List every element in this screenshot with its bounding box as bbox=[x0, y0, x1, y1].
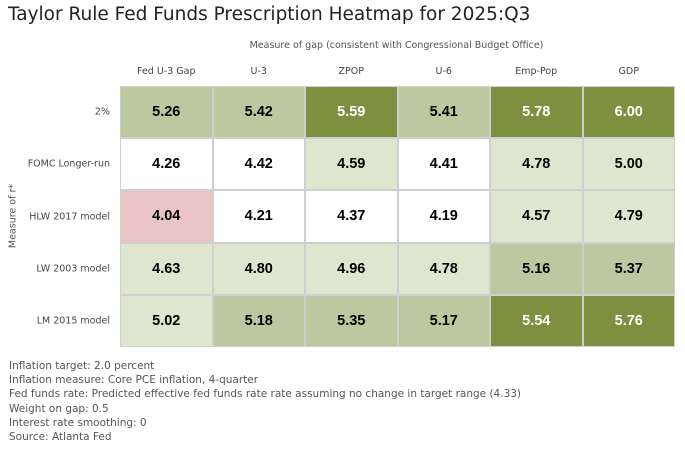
heatmap-cell-hlw-2017-model-u-3: 4.21 bbox=[212, 190, 305, 243]
heatmap-cell-lw-2003-model-zpop: 4.96 bbox=[305, 242, 398, 295]
heatmap-cell-fomc-longer-run-u-3: 4.42 bbox=[212, 138, 305, 191]
column-header-u-6: U-6 bbox=[435, 66, 452, 77]
heatmap-cell-fomc-longer-run-zpop: 4.59 bbox=[305, 138, 398, 191]
heatmap-cell-lw-2003-model-gdp: 5.37 bbox=[582, 242, 675, 295]
heatmap-cell-fomc-longer-run-u-6: 4.41 bbox=[397, 138, 490, 191]
heatmap-cell-lw-2003-model-emp-pop: 5.16 bbox=[490, 242, 583, 295]
heatmap-cell-lm-2015-model-fed-u-3-gap: 5.02 bbox=[120, 294, 213, 347]
column-header-u-3: U-3 bbox=[250, 66, 267, 77]
heatmap-cell-lm-2015-model-u-3: 5.18 bbox=[212, 294, 305, 347]
x-axis-title: Measure of gap (consistent with Congress… bbox=[249, 40, 544, 51]
heatmap-cell-fomc-longer-run-gdp: 5.00 bbox=[582, 138, 675, 191]
heatmap-cell-hlw-2017-model-zpop: 4.37 bbox=[305, 190, 398, 243]
heatmap-cell-2-fed-u-3-gap: 5.26 bbox=[120, 86, 213, 139]
heatmap-cell-hlw-2017-model-gdp: 4.79 bbox=[582, 190, 675, 243]
note-weight-on-gap: Weight on gap: 0.5 bbox=[9, 402, 109, 415]
heatmap-cell-2-u-6: 5.41 bbox=[397, 86, 490, 139]
heatmap-cell-hlw-2017-model-emp-pop: 4.57 bbox=[490, 190, 583, 243]
heatmap-cell-fomc-longer-run-emp-pop: 4.78 bbox=[490, 138, 583, 191]
heatmap-cell-lm-2015-model-zpop: 5.35 bbox=[305, 294, 398, 347]
heatmap-cell-hlw-2017-model-fed-u-3-gap: 4.04 bbox=[120, 190, 213, 243]
heatmap-cell-lw-2003-model-u-6: 4.78 bbox=[397, 242, 490, 295]
heatmap-cell-2-emp-pop: 5.78 bbox=[490, 86, 583, 139]
note-source: Source: Atlanta Fed bbox=[9, 431, 112, 444]
heatmap-cell-lw-2003-model-fed-u-3-gap: 4.63 bbox=[120, 242, 213, 295]
heatmap-cell-hlw-2017-model-u-6: 4.19 bbox=[397, 190, 490, 243]
row-header-hlw-2017-model: HLW 2017 model bbox=[29, 211, 110, 222]
column-headers: Fed U-3 Gap U-3 ZPOP U-6 Emp-Pop GDP bbox=[120, 66, 675, 80]
row-header-lm-2015-model: LM 2015 model bbox=[36, 315, 110, 327]
chart-title: Taylor Rule Fed Funds Prescription Heatm… bbox=[8, 4, 531, 25]
heatmap-cell-lm-2015-model-u-6: 5.17 bbox=[397, 294, 490, 347]
heatmap-cell-2-u-3: 5.42 bbox=[212, 86, 305, 139]
note-fed-funds-rate: Fed funds rate: Predicted effective fed … bbox=[9, 388, 522, 401]
note-smoothing: Interest rate smoothing: 0 bbox=[9, 416, 147, 429]
note-inflation-target: Inflation target: 2.0 percent bbox=[9, 360, 155, 372]
heatmap-cell-lm-2015-model-emp-pop: 5.54 bbox=[490, 294, 583, 347]
column-header-fed-u-3-gap: Fed U-3 Gap bbox=[137, 66, 196, 77]
column-header-emp-pop: Emp-Pop bbox=[515, 66, 558, 77]
heatmap-grid: 5.26 5.42 5.59 5.41 5.78 6.00 4.26 4.42 4.59 4.41… bbox=[120, 86, 675, 347]
heatmap-cell-2-zpop: 5.59 bbox=[305, 86, 398, 139]
column-header-zpop: ZPOP bbox=[338, 66, 364, 77]
row-header-lw-2003-model: LW 2003 model bbox=[36, 263, 110, 275]
heatmap-cell-lw-2003-model-u-3: 4.80 bbox=[212, 242, 305, 295]
heatmap-cell-lm-2015-model-gdp: 5.76 bbox=[582, 294, 675, 347]
row-header-fomc-longer-run: FOMC Longer-run bbox=[27, 158, 110, 170]
row-headers: 2% FOMC Longer-run HLW 2017 model LW 2003 m… bbox=[0, 86, 110, 347]
column-header-gdp: GDP bbox=[618, 66, 639, 77]
row-header-2: 2% bbox=[94, 106, 110, 118]
heatmap-cell-2-gdp: 6.00 bbox=[582, 86, 675, 139]
heatmap-cell-fomc-longer-run-fed-u-3-gap: 4.26 bbox=[120, 138, 213, 191]
footnotes: Inflation target: 2.0 percent Inflation … bbox=[9, 359, 521, 444]
note-inflation-measure: Inflation measure: Core PCE inflation, 4… bbox=[9, 374, 259, 387]
